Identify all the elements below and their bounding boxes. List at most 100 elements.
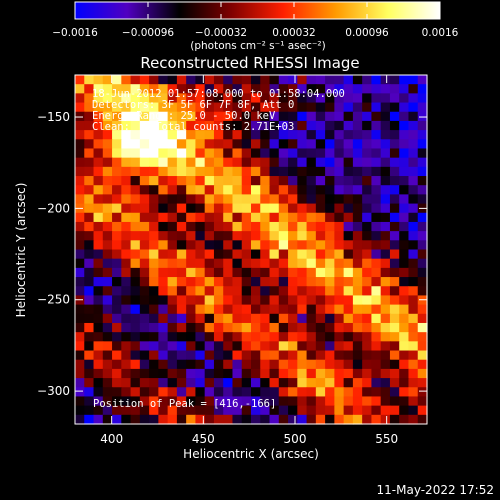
- heatmap-cell: [121, 267, 132, 278]
- heatmap-cell: [343, 295, 354, 306]
- heatmap-cell: [84, 221, 95, 232]
- heatmap-cell: [399, 120, 410, 131]
- heatmap-cell: [408, 286, 419, 297]
- heatmap-cell: [288, 221, 298, 232]
- heatmap-cell: [306, 157, 317, 168]
- heatmap-cell: [380, 405, 391, 416]
- heatmap-cell: [84, 396, 95, 407]
- heatmap-cell: [112, 258, 122, 269]
- heatmap-cell: [371, 295, 382, 306]
- heatmap-cell: [371, 75, 382, 85]
- heatmap-cell: [260, 157, 271, 168]
- heatmap-cell: [130, 240, 141, 251]
- heatmap-cell: [149, 166, 159, 177]
- heatmap-cell: [343, 322, 354, 333]
- heatmap-cell: [334, 240, 345, 251]
- heatmap-cell: [223, 84, 234, 94]
- heatmap-cell: [112, 75, 122, 85]
- heatmap-cell: [288, 405, 298, 416]
- axis-ticks: 400 450 500 550 −150 −200 −250 −300: [37, 75, 427, 446]
- heatmap-cell: [417, 231, 428, 241]
- heatmap-cell: [158, 359, 169, 370]
- heatmap-cell: [102, 295, 113, 306]
- heatmap-cell: [139, 231, 150, 241]
- heatmap-cell: [213, 102, 224, 113]
- heatmap-cell: [417, 148, 428, 159]
- heatmap-cell: [380, 93, 391, 104]
- heatmap-cell: [417, 359, 428, 370]
- heatmap-cell: [417, 368, 428, 379]
- heatmap-cell: [278, 405, 289, 416]
- heatmap-cell: [195, 240, 206, 251]
- heatmap-cell: [251, 84, 261, 94]
- heatmap-cell: [408, 405, 419, 416]
- heatmap-cell: [149, 341, 159, 352]
- heatmap-cell: [213, 221, 224, 232]
- heatmap-cell: [269, 249, 280, 260]
- heatmap-cell: [315, 148, 326, 159]
- heatmap-cell: [399, 111, 410, 122]
- heatmap-cell: [269, 350, 280, 361]
- heatmap-cell: [408, 203, 419, 214]
- heatmap-cell: [306, 176, 317, 186]
- heatmap-cell: [112, 176, 122, 186]
- heatmap-cell: [149, 212, 159, 223]
- heatmap-cell: [278, 93, 289, 104]
- heatmap-cell: [223, 341, 234, 352]
- heatmap-cell: [213, 286, 224, 297]
- heatmap-cell: [417, 277, 428, 287]
- heatmap-cell: [241, 130, 252, 140]
- heatmap-cell: [343, 185, 354, 195]
- heatmap-cell: [112, 84, 122, 94]
- heatmap-cell: [269, 166, 280, 177]
- heatmap-cell: [84, 286, 95, 297]
- heatmap-cell: [121, 120, 132, 131]
- heatmap-cell: [417, 102, 428, 113]
- heatmap-cell: [213, 111, 224, 122]
- heatmap-cell: [121, 166, 132, 177]
- heatmap-cell: [112, 111, 122, 122]
- heatmap-cell: [223, 157, 234, 168]
- heatmap-cell: [362, 102, 373, 113]
- heatmap-cell: [380, 84, 391, 94]
- heatmap-cell: [352, 359, 363, 370]
- heatmap-cell: [241, 322, 252, 333]
- heatmap-cell: [408, 139, 419, 150]
- heatmap-cell: [241, 93, 252, 104]
- heatmap-cell: [195, 258, 206, 269]
- heatmap-cell: [130, 258, 141, 269]
- heatmap-cell: [213, 93, 224, 104]
- heatmap-cell: [130, 176, 141, 186]
- heatmap-cell: [251, 414, 261, 425]
- x-tick-label: 400: [100, 432, 123, 446]
- heatmap-cell: [306, 359, 317, 370]
- heatmap-cell: [223, 111, 234, 122]
- heatmap-cell: [176, 286, 187, 297]
- heatmap-cell: [167, 322, 178, 333]
- heatmap-cell: [288, 194, 298, 205]
- heatmap-cell: [408, 166, 419, 177]
- y-axis-label: Heliocentric Y (arcsec): [14, 183, 28, 318]
- heatmap-cell: [149, 313, 159, 324]
- heatmap-cell: [149, 277, 159, 287]
- heatmap-cell: [102, 359, 113, 370]
- heatmap-cell: [112, 93, 122, 104]
- heatmap-cell: [102, 405, 113, 416]
- heatmap-cell: [130, 313, 141, 324]
- heatmap-cell: [417, 313, 428, 324]
- heatmap-cell: [121, 378, 132, 388]
- heatmap-cell: [84, 277, 95, 287]
- heatmap-cell: [288, 359, 298, 370]
- heatmap-cell: [176, 157, 187, 168]
- heatmap-cell: [352, 341, 363, 352]
- heatmap-cell: [186, 130, 197, 140]
- heatmap-cell: [204, 341, 215, 352]
- heatmap-cell: [241, 387, 252, 398]
- heatmap-cell: [315, 304, 326, 315]
- heatmap-cell: [306, 102, 317, 113]
- heatmap-cell: [278, 304, 289, 315]
- heatmap-cell: [251, 176, 261, 186]
- heatmap-cell: [223, 405, 234, 416]
- y-tick-label: −150: [37, 110, 70, 124]
- heatmap-cell: [241, 405, 252, 416]
